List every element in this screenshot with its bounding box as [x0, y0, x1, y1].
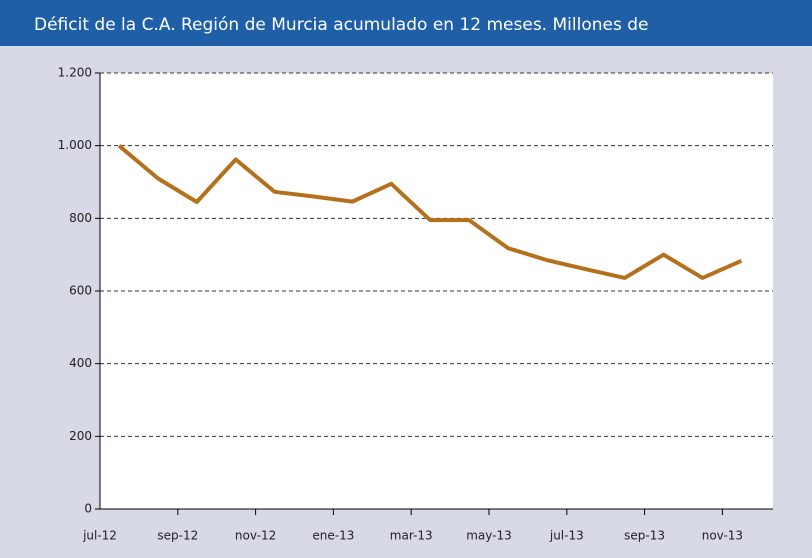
- x-tick-label: nov-12: [235, 529, 276, 543]
- y-tick-label: 800: [69, 211, 92, 225]
- line-series: [117, 144, 743, 280]
- title-bar: [0, 0, 812, 46]
- x-tick-label: nov-13: [702, 529, 743, 543]
- x-tick-label: mar-13: [390, 529, 433, 543]
- y-tick-label: 600: [69, 284, 92, 298]
- chart-title: Déficit de la C.A. Región de Murcia acum…: [34, 15, 648, 35]
- x-tick-label: jul-12: [82, 529, 117, 543]
- y-tick-label: 400: [69, 356, 92, 370]
- x-tick-label: jul-13: [549, 529, 584, 543]
- y-tick-label: 0: [84, 502, 92, 516]
- x-tick-label: sep-12: [157, 529, 198, 543]
- x-tick-label: sep-13: [624, 529, 665, 543]
- x-tick-label: may-13: [466, 529, 512, 543]
- y-tick-label: 1.200: [58, 66, 92, 80]
- y-tick-label: 1.000: [58, 138, 92, 152]
- x-tick-label: ene-13: [312, 529, 354, 543]
- y-tick-label: 200: [69, 429, 92, 443]
